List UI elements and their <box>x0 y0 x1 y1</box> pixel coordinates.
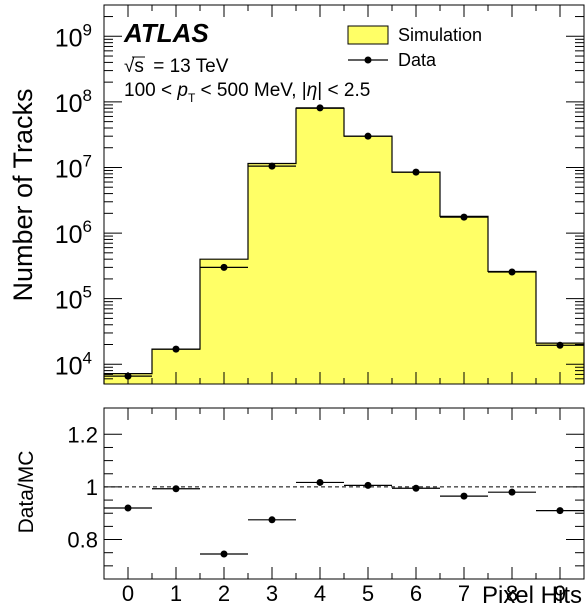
ratio-y-tick-label: 0.8 <box>67 528 98 553</box>
simulation-bar <box>200 259 248 384</box>
ratio-panel: 0 1 2 3 4 5 6 7 8 9 0.8 1 1.2 Data/MC Pixel Hits <box>15 407 585 609</box>
ratio-point <box>460 492 468 500</box>
legend-simulation-label: Simulation <box>398 25 482 45</box>
cut-label: 100 < pT < 500 MeV, |η| < 2.5 <box>124 80 370 105</box>
sqrt-s-symbol: √s <box>124 56 144 77</box>
ratio-point <box>172 485 180 493</box>
ratio-point <box>556 507 564 515</box>
main-y-tick-label: 106 <box>55 217 92 249</box>
main-y-tick-label: 108 <box>55 86 92 118</box>
tick-exponent: 5 <box>83 283 92 302</box>
cut-eta: η <box>307 80 318 101</box>
ratio-point <box>364 481 372 489</box>
main-y-tick-label: 109 <box>55 20 92 52</box>
data-point <box>556 341 564 349</box>
main-y-tick-label: 104 <box>55 348 92 380</box>
tick-exponent: 7 <box>83 151 92 170</box>
simulation-bar <box>248 163 296 384</box>
simulation-bar <box>296 108 344 385</box>
tick-exponent: 4 <box>83 348 92 367</box>
ratio-points <box>104 478 584 558</box>
data-point <box>316 104 324 112</box>
data-point <box>364 132 372 140</box>
cut-prefix: 100 < <box>124 80 177 101</box>
ratio-ylabel: Data/MC <box>15 451 38 534</box>
x-tick-label: 0 <box>122 581 134 606</box>
x-tick-label: 4 <box>314 581 326 606</box>
simulation-bar <box>392 172 440 384</box>
main-y-tick-label: 107 <box>55 151 92 183</box>
simulation-bar <box>488 271 536 384</box>
legend-data-label: Data <box>398 50 437 70</box>
energy-value: = 13 TeV <box>153 56 229 77</box>
tick-exponent: 6 <box>83 217 92 236</box>
x-tick-label: 5 <box>362 581 374 606</box>
atlas-label: ATLAS <box>123 18 209 48</box>
ratio-y-tick-label: 1 <box>86 475 98 500</box>
x-tick-label: 8 <box>506 581 518 606</box>
main-y-tick-label: 105 <box>55 283 92 315</box>
cut-mid: < 500 MeV, | <box>195 80 306 101</box>
tick-base: 10 <box>55 352 83 380</box>
ratio-point <box>316 478 324 486</box>
tick-exponent: 8 <box>83 86 92 105</box>
ratio-y-tick-label: 1.2 <box>67 422 98 447</box>
xlabel: Pixel Hits <box>482 582 582 609</box>
ratio-point <box>124 504 132 512</box>
cut-var: p <box>176 80 188 101</box>
cut-suffix: | < 2.5 <box>317 80 370 101</box>
tick-base: 10 <box>55 90 83 118</box>
legend-data-marker <box>364 56 372 64</box>
ratio-point <box>268 516 276 524</box>
simulation-bar <box>344 136 392 384</box>
x-tick-label: 6 <box>410 581 422 606</box>
simulation-histogram <box>103 107 585 385</box>
tick-base: 10 <box>55 155 83 183</box>
tick-base: 10 <box>55 24 83 52</box>
data-point <box>172 345 180 353</box>
tick-base: 10 <box>55 221 83 249</box>
ratio-point <box>412 484 420 492</box>
energy-label: √s = 13 TeV <box>124 56 229 77</box>
data-point <box>460 213 468 221</box>
tick-base: 10 <box>55 287 83 315</box>
data-point <box>412 168 420 176</box>
data-point <box>268 162 276 170</box>
tick-exponent: 9 <box>83 20 92 39</box>
x-tick-label: 9 <box>554 581 566 606</box>
legend-simulation-swatch <box>347 25 389 45</box>
x-tick-label: 7 <box>458 581 470 606</box>
data-points <box>104 104 584 380</box>
ratio-point <box>220 550 228 558</box>
x-tick-label: 3 <box>266 581 278 606</box>
x-tick-label: 2 <box>218 581 230 606</box>
ratio-axis-ticks: 0 1 2 3 4 5 6 7 8 9 0.8 1 1.2 <box>67 408 585 606</box>
simulation-bar <box>440 216 488 384</box>
ratio-point <box>508 488 516 496</box>
legend: Simulation Data <box>347 25 482 70</box>
x-tick-label: 1 <box>170 581 182 606</box>
data-point <box>508 268 516 276</box>
main-ylabel: Number of Tracks <box>8 88 38 301</box>
cut-sub: T <box>188 91 196 105</box>
data-point <box>220 263 228 271</box>
